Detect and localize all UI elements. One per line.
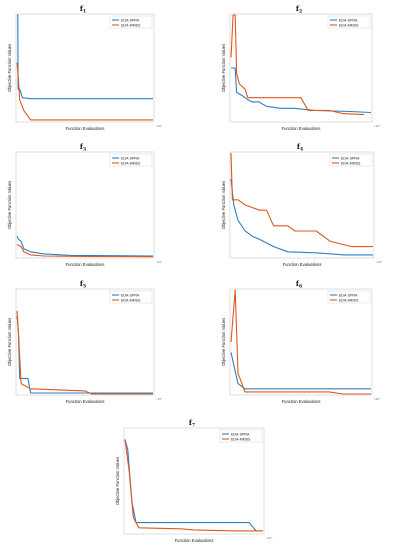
chart1-y-axis-label: Objective Function Values (7, 44, 12, 92)
chart3-title-subscript: 3 (83, 147, 86, 153)
chart1-x-axis-label: Function Evaluations (66, 126, 105, 131)
chart6-title-base: f (296, 279, 300, 288)
chart4-series-2-line (230, 152, 373, 248)
chart7-y-axis-label: Objective Function Values (115, 457, 120, 505)
chart4-title-subscript: 4 (300, 147, 303, 153)
chart1-x-exponent: ×10⁴ (156, 124, 163, 128)
chart3-y-axis-label: Objective Function Values (7, 181, 12, 229)
chart2-x-axis-label: Function Evaluations (282, 126, 321, 131)
chart3-plot-area (15, 151, 155, 259)
chart6-legend-label-1: EDA-SPRA (339, 293, 358, 297)
chart7-plot-area (123, 427, 265, 535)
chart3-legend-label-2: EDA-MMSS (121, 161, 141, 165)
chart6-legend (327, 290, 371, 304)
chart4-x-exponent: ×10⁴ (376, 260, 383, 264)
chart4-series-1-line (230, 178, 373, 256)
chart1-title: f1 (80, 4, 86, 15)
chart7-title-base: f (189, 418, 193, 427)
chart2-title: f2 (296, 4, 302, 15)
chart4-y-axis-label: Objective Function Values (221, 181, 226, 229)
chart7-series-2-line (124, 439, 263, 532)
chart6-legend-label-2: EDA-MMSS (339, 298, 359, 302)
chart2-y-axis-label: Objective Function Values (221, 44, 226, 92)
chart3-title: f3 (80, 142, 86, 153)
chart6-title: f6 (296, 279, 302, 290)
chart6-x-exponent: ×10⁴ (374, 397, 381, 401)
chart6-series-1-line (230, 352, 371, 390)
chart3-title-base: f (80, 142, 84, 151)
chart2-legend-label-2: EDA-MMSS (339, 23, 359, 27)
chart5-y-axis-label: Objective Function Values (7, 318, 12, 366)
chart1-plot-area (15, 13, 155, 123)
chart2-title-subscript: 2 (299, 9, 302, 15)
chart2-legend (327, 15, 371, 29)
chart4-x-axis-label: Function Evaluations (283, 262, 322, 267)
chart5-legend (109, 290, 153, 304)
chart3-legend (109, 153, 153, 167)
chart6-series-2-line (230, 289, 371, 395)
chart1-legend-label-1: EDA-SPRA (121, 18, 140, 22)
chart2-series-2-line (230, 14, 365, 116)
chart5-title-subscript: 5 (83, 284, 86, 290)
chart5-plot-area (15, 288, 155, 396)
chart5-legend-label-2: EDA-MMSS (121, 298, 141, 302)
chart4-plot-area (229, 151, 375, 259)
chart3-x-exponent: ×10⁴ (156, 260, 163, 264)
chart5-x-exponent: ×10⁴ (156, 397, 163, 401)
chart7-legend-label-1: EDA-SPRA (231, 432, 250, 436)
chart1-series-2-line (16, 62, 153, 121)
chart1-legend (109, 15, 153, 29)
chart5-x-axis-label: Function Evaluations (66, 399, 105, 404)
chart7-x-exponent: ×10⁴ (266, 536, 273, 540)
chart1-series-1-line (17, 14, 153, 100)
chart1-legend-label-2: EDA-MMSS (121, 23, 141, 27)
chart4-title: f4 (297, 142, 303, 153)
chart4-title-base: f (297, 142, 301, 151)
chart1-title-base: f (80, 4, 84, 13)
chart6-plot-area (229, 288, 373, 396)
chart6-y-axis-label: Objective Function Values (221, 318, 226, 366)
chart3-series-2-line (16, 244, 154, 258)
chart4-legend-label-2: EDA-MMSS (341, 161, 361, 165)
chart1-title-subscript: 1 (83, 9, 86, 15)
chart3-x-axis-label: Function Evaluations (66, 262, 105, 267)
chart7-title: f7 (189, 418, 195, 429)
chart7-x-axis-label: Function Evaluations (175, 538, 214, 543)
chart2-plot-area (229, 13, 373, 123)
chart5-title: f5 (80, 279, 86, 290)
chart7-title-subscript: 7 (192, 423, 195, 429)
chart2-x-exponent: ×10⁴ (374, 124, 381, 128)
chart4-legend (329, 153, 373, 167)
chart5-series-2-line (16, 310, 153, 395)
chart4-legend-label-1: EDA-SPRA (341, 156, 360, 160)
chart7-legend (219, 429, 263, 443)
chart3-series-1-line (16, 235, 154, 257)
chart6-title-subscript: 6 (299, 284, 302, 290)
chart6-x-axis-label: Function Evaluations (282, 399, 321, 404)
chart7-series-1-line (124, 439, 263, 532)
chart3-legend-label-1: EDA-SPRA (121, 156, 140, 160)
chart2-title-base: f (296, 4, 300, 13)
chart5-legend-label-1: EDA-SPRA (121, 293, 140, 297)
chart2-legend-label-1: EDA-SPRA (339, 18, 358, 22)
chart7-legend-label-2: EDA-MMSS (231, 437, 251, 441)
chart5-title-base: f (80, 279, 84, 288)
